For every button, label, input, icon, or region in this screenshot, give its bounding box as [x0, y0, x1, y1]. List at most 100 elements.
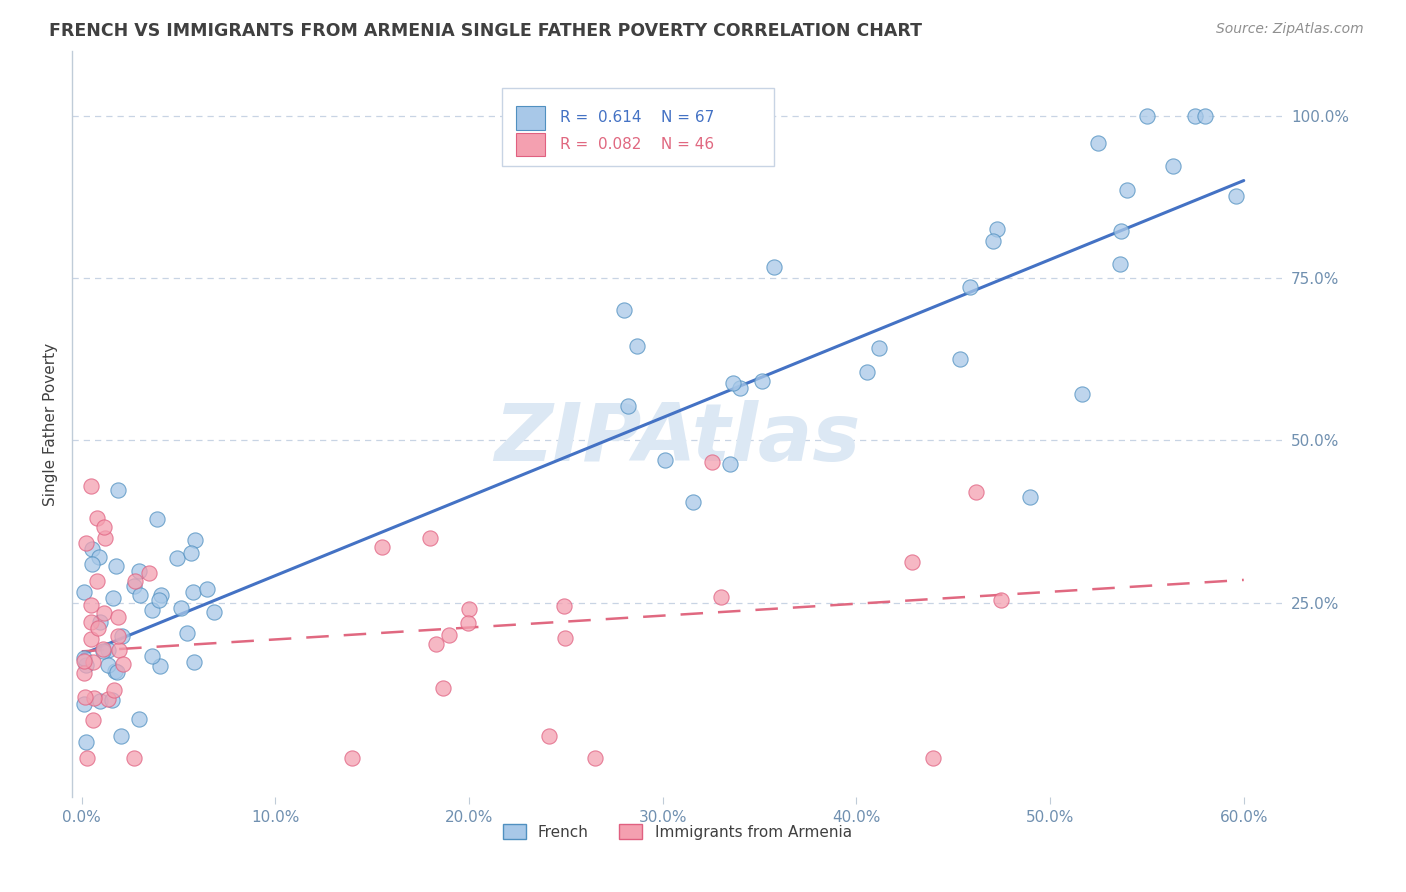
Point — [93, 606, 115, 620]
Point — [141, 603, 163, 617]
FancyBboxPatch shape — [516, 133, 546, 156]
Point — [76, 751, 98, 765]
Point — [901, 555, 924, 569]
Point — [654, 452, 676, 467]
Point — [1070, 387, 1092, 401]
Point — [128, 712, 150, 726]
Point — [86, 574, 108, 588]
Point — [91, 642, 114, 657]
Point — [83, 690, 105, 705]
Point — [458, 602, 481, 616]
Point — [97, 643, 120, 657]
Point — [104, 558, 127, 573]
Point — [195, 582, 218, 596]
Point — [617, 400, 640, 414]
Point — [710, 590, 733, 604]
Point — [91, 644, 114, 658]
Point — [718, 457, 741, 471]
Point — [89, 615, 111, 630]
Point — [176, 625, 198, 640]
Text: ZIPAtlas: ZIPAtlas — [494, 400, 860, 478]
Point — [183, 655, 205, 669]
Point — [700, 455, 723, 469]
Point — [75, 690, 97, 704]
Point — [1019, 490, 1042, 504]
Point — [921, 751, 943, 765]
Point — [72, 654, 94, 668]
Point — [1225, 189, 1247, 203]
Point — [981, 235, 1004, 249]
Point — [180, 546, 202, 560]
Point — [105, 665, 128, 680]
Point — [1115, 183, 1137, 197]
Point — [75, 735, 97, 749]
Point — [128, 588, 150, 602]
Point — [89, 550, 111, 565]
Point — [965, 485, 987, 500]
Point — [148, 593, 170, 607]
Point — [87, 621, 110, 635]
Point — [111, 657, 134, 672]
Point — [419, 531, 441, 545]
Point — [149, 588, 172, 602]
Point — [82, 713, 104, 727]
Point — [72, 665, 94, 680]
Point — [104, 665, 127, 679]
Point — [141, 649, 163, 664]
Point — [868, 341, 890, 355]
Point — [73, 585, 96, 599]
Point — [73, 697, 96, 711]
Point — [97, 658, 120, 673]
Point — [122, 751, 145, 765]
Point — [80, 632, 103, 646]
Point — [202, 605, 225, 619]
Point — [682, 495, 704, 509]
Point — [138, 566, 160, 581]
Point — [371, 540, 394, 554]
Point — [86, 511, 108, 525]
Text: R =  0.082    N = 46: R = 0.082 N = 46 — [560, 137, 714, 152]
Point — [184, 533, 207, 548]
Point — [128, 564, 150, 578]
Point — [75, 657, 97, 672]
Point — [80, 541, 103, 556]
Point — [111, 629, 134, 643]
Point — [73, 651, 96, 665]
Point — [554, 632, 576, 646]
Text: FRENCH VS IMMIGRANTS FROM ARMENIA SINGLE FATHER POVERTY CORRELATION CHART: FRENCH VS IMMIGRANTS FROM ARMENIA SINGLE… — [49, 22, 922, 40]
Point — [1109, 224, 1132, 238]
Point — [959, 280, 981, 294]
Point — [728, 381, 751, 395]
Point — [101, 591, 124, 605]
Point — [80, 615, 103, 629]
Point — [437, 627, 460, 641]
Point — [101, 693, 124, 707]
Point — [124, 574, 146, 588]
Point — [80, 598, 103, 612]
Point — [583, 751, 606, 765]
Point — [146, 512, 169, 526]
Point — [82, 655, 104, 669]
Point — [856, 365, 879, 379]
Point — [721, 376, 744, 390]
Point — [149, 659, 172, 673]
Point — [80, 479, 103, 493]
Point — [457, 616, 479, 631]
Point — [89, 694, 111, 708]
Point — [181, 584, 204, 599]
Point — [107, 483, 129, 497]
Point — [1161, 159, 1184, 173]
Point — [1194, 109, 1216, 123]
Point — [990, 593, 1012, 607]
Point — [93, 520, 115, 534]
FancyBboxPatch shape — [502, 88, 775, 167]
Point — [1087, 136, 1109, 150]
Point — [80, 557, 103, 571]
Text: Source: ZipAtlas.com: Source: ZipAtlas.com — [1216, 22, 1364, 37]
Point — [1184, 109, 1206, 123]
Point — [948, 351, 970, 366]
Point — [97, 691, 120, 706]
Point — [751, 374, 773, 388]
Point — [1136, 109, 1159, 123]
Point — [170, 601, 193, 615]
